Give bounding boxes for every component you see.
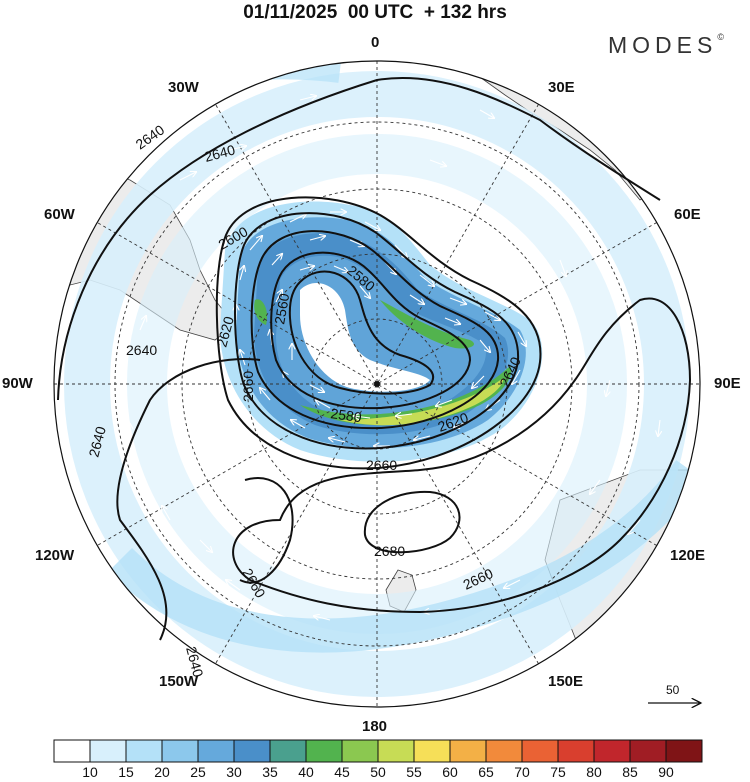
contour-label: 2660	[240, 371, 256, 402]
colorbar-swatch	[233, 739, 271, 763]
contour-label: 2660	[366, 457, 397, 473]
colorbar-swatch	[557, 739, 595, 763]
colorbar-label: 30	[226, 764, 242, 780]
colorbar-swatch	[53, 739, 91, 763]
colorbar-swatch	[89, 739, 127, 763]
contour-2620	[234, 212, 520, 450]
south-pole-marker	[374, 381, 380, 387]
colorbar-swatch	[413, 739, 451, 763]
colorbar-label: 25	[190, 764, 206, 780]
colorbar-label: 15	[118, 764, 134, 780]
colorbar-label: 65	[478, 764, 494, 780]
colorbar-label: 35	[262, 764, 278, 780]
colorbar-label: 45	[334, 764, 350, 780]
brand-name: MODES	[608, 32, 718, 58]
contour-label: 2560	[271, 292, 292, 326]
lon-label-30e: 30E	[548, 79, 575, 96]
contour-label: 2640	[203, 141, 237, 165]
colorbar-labels: 10 15 20 25 30 35 40 45 50 55 60 65 70 75 80 85 90	[0, 764, 750, 782]
lon-label-30w: 30W	[168, 79, 199, 96]
lon-label-90e: 90E	[714, 375, 741, 392]
colorbar-label: 80	[586, 764, 602, 780]
vector-scale-arrow	[648, 696, 703, 710]
colorbar-swatch	[593, 739, 631, 763]
lon-label-150e: 150E	[548, 673, 584, 690]
colorbar-swatch	[485, 739, 523, 763]
colorbar-label: 50	[370, 764, 386, 780]
lon-label-0: 0	[371, 34, 380, 51]
lon-label-120e: 120E	[670, 547, 706, 564]
colorbar-label: 60	[442, 764, 458, 780]
vector-scale-value: 50	[666, 683, 680, 697]
colorbar-swatch	[269, 739, 307, 763]
contour-2640-outer	[57, 77, 661, 401]
colorbar	[53, 739, 703, 763]
lon-label-90w: 90W	[2, 375, 33, 392]
colorbar-swatch	[197, 739, 235, 763]
lon-label-150w: 150W	[159, 673, 199, 690]
colorbar-swatch	[521, 739, 559, 763]
contour-2600	[250, 230, 500, 430]
lon-label-60e: 60E	[674, 206, 701, 223]
colorbar-label: 85	[622, 764, 638, 780]
colorbar-swatch	[629, 739, 667, 763]
contour-2640-inner	[215, 196, 542, 470]
contour-2640-west	[116, 358, 261, 641]
contour-2580	[270, 251, 472, 410]
brand-copyright: ©	[717, 32, 724, 42]
contour-2660	[232, 297, 692, 614]
contour-label: 2680	[374, 543, 405, 559]
colorbar-swatch	[161, 739, 199, 763]
contour-2680	[363, 490, 461, 554]
map-border	[53, 60, 701, 708]
colorbar-swatch	[449, 739, 487, 763]
colorbar-swatch	[665, 739, 703, 763]
colorbar-label: 75	[550, 764, 566, 780]
height-contours	[57, 77, 692, 641]
colorbar-label: 20	[154, 764, 170, 780]
colorbar-label: 40	[298, 764, 314, 780]
contour-label: 2580	[330, 405, 363, 425]
contour-label: 2640	[183, 645, 207, 679]
lon-label-60w: 60W	[44, 206, 75, 223]
colorbar-swatch	[125, 739, 163, 763]
lon-label-120w: 120W	[35, 547, 75, 564]
colorbar-label: 10	[82, 764, 98, 780]
colorbar-swatch	[341, 739, 379, 763]
colorbar-label: 90	[658, 764, 674, 780]
contour-label: 2640	[126, 342, 157, 358]
contour-label: 2640	[85, 424, 109, 458]
wind-vectors	[130, 96, 660, 620]
lon-label-180: 180	[362, 718, 388, 735]
colorbar-label: 55	[406, 764, 422, 780]
colorbar-swatch	[305, 739, 343, 763]
contour-2560	[288, 270, 435, 395]
contour-label: 2620	[213, 314, 237, 348]
contour-2660-west	[239, 477, 294, 584]
colorbar-swatch	[377, 739, 415, 763]
map-title: 01/11/2025 00 UTC + 132 hrs	[243, 2, 507, 23]
colorbar-label: 70	[514, 764, 530, 780]
brand-logo: MODES©	[608, 32, 724, 59]
